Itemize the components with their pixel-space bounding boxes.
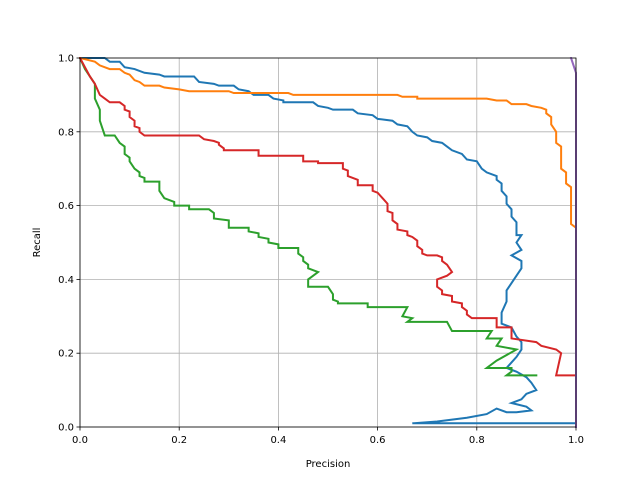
x-tick-label: 0.6 xyxy=(370,435,386,446)
y-tick-label: 1.0 xyxy=(58,54,74,65)
series-layer xyxy=(79,57,577,428)
y-tick-label: 0.4 xyxy=(58,275,74,286)
x-tick-label: 0.2 xyxy=(171,435,187,446)
ticks: 0.0 0.2 0.4 0.6 0.8 1.0 0.0 0.2 0.4 0.6 0.8 1.0 xyxy=(58,54,584,447)
y-tick-label: 0.0 xyxy=(58,423,74,434)
x-tick-label: 0.4 xyxy=(270,435,286,446)
series-line-3 xyxy=(79,57,538,377)
axes-frame xyxy=(79,57,577,428)
y-axis-title: Recall xyxy=(32,228,43,258)
x-axis-title: Precision xyxy=(306,459,351,470)
x-tick-label: 1.0 xyxy=(568,435,584,446)
x-tick-label: 0.8 xyxy=(469,435,485,446)
series-line-1 xyxy=(79,57,577,425)
series-line-2 xyxy=(79,57,577,274)
y-tick-label: 0.2 xyxy=(58,349,74,360)
y-tick-label: 0.6 xyxy=(58,201,74,212)
y-tick-label: 0.8 xyxy=(58,127,74,138)
x-tick-label: 0.0 xyxy=(72,435,88,446)
series-line-4 xyxy=(79,57,577,377)
